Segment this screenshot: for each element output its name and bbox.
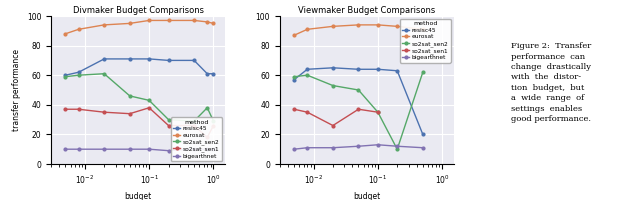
bigearthnet bbox=[164, 149, 172, 152]
so2sat_sen2 bbox=[190, 120, 198, 122]
eurosat bbox=[190, 19, 198, 22]
eurosat bbox=[126, 22, 134, 25]
bigearthnet bbox=[210, 148, 218, 150]
Line: bigearthnet: bigearthnet bbox=[292, 143, 424, 151]
bigearthnet bbox=[61, 148, 69, 150]
bigearthnet bbox=[145, 148, 153, 150]
bigearthnet bbox=[75, 148, 83, 150]
so2sat_sen1 bbox=[61, 108, 69, 110]
Text: Figure 2:  Transfer
performance  can
change  drastically
with  the  distor-
tion: Figure 2: Transfer performance can chang… bbox=[511, 42, 591, 123]
bigearthnet bbox=[291, 148, 298, 150]
eurosat bbox=[204, 21, 211, 23]
bigearthnet bbox=[329, 147, 337, 149]
Legend: resisc45, eurosat, so2sat_sen2, so2sat_sen1, bigearthnet: resisc45, eurosat, so2sat_sen2, so2sat_s… bbox=[171, 117, 222, 161]
so2sat_sen1 bbox=[204, 136, 211, 139]
so2sat_sen2 bbox=[291, 75, 298, 78]
so2sat_sen2 bbox=[355, 89, 362, 91]
so2sat_sen1 bbox=[190, 124, 198, 127]
Line: resisc45: resisc45 bbox=[292, 66, 424, 136]
so2sat_sen1 bbox=[374, 111, 381, 113]
resisc45 bbox=[75, 71, 83, 73]
so2sat_sen2 bbox=[145, 99, 153, 102]
so2sat_sen1 bbox=[100, 111, 108, 113]
Line: bigearthnet: bigearthnet bbox=[64, 148, 215, 152]
so2sat_sen1 bbox=[164, 124, 172, 127]
resisc45 bbox=[355, 68, 362, 70]
bigearthnet bbox=[303, 147, 311, 149]
so2sat_sen1 bbox=[126, 112, 134, 115]
so2sat_sen1 bbox=[75, 108, 83, 110]
resisc45 bbox=[164, 59, 172, 62]
Line: so2sat_sen1: so2sat_sen1 bbox=[292, 108, 380, 127]
so2sat_sen2 bbox=[61, 75, 69, 78]
resisc45 bbox=[100, 58, 108, 60]
so2sat_sen1 bbox=[329, 124, 337, 127]
eurosat bbox=[291, 34, 298, 36]
Y-axis label: transfer performance: transfer performance bbox=[12, 49, 21, 131]
so2sat_sen2 bbox=[75, 74, 83, 76]
eurosat bbox=[210, 22, 218, 25]
so2sat_sen2 bbox=[204, 107, 211, 109]
bigearthnet bbox=[126, 148, 134, 150]
eurosat bbox=[374, 24, 381, 26]
so2sat_sen1 bbox=[210, 124, 218, 127]
so2sat_sen2 bbox=[164, 118, 172, 121]
X-axis label: budget: budget bbox=[124, 192, 152, 200]
bigearthnet bbox=[419, 147, 427, 149]
so2sat_sen2 bbox=[329, 84, 337, 87]
bigearthnet bbox=[190, 148, 198, 150]
resisc45 bbox=[329, 67, 337, 69]
so2sat_sen2 bbox=[303, 74, 311, 76]
resisc45 bbox=[204, 73, 211, 75]
Line: so2sat_sen2: so2sat_sen2 bbox=[64, 72, 215, 122]
Line: so2sat_sen2: so2sat_sen2 bbox=[292, 71, 424, 151]
eurosat bbox=[329, 25, 337, 28]
bigearthnet bbox=[374, 144, 381, 146]
so2sat_sen2 bbox=[126, 95, 134, 97]
X-axis label: budget: budget bbox=[353, 192, 380, 200]
Legend: resisc45, eurosat, so2sat_sen2, so2sat_sen1, bigearthnet: resisc45, eurosat, so2sat_sen2, so2sat_s… bbox=[400, 19, 451, 63]
so2sat_sen1 bbox=[291, 108, 298, 110]
resisc45 bbox=[145, 58, 153, 60]
so2sat_sen1 bbox=[303, 111, 311, 113]
so2sat_sen2 bbox=[210, 120, 218, 122]
bigearthnet bbox=[394, 145, 401, 147]
eurosat bbox=[61, 33, 69, 35]
eurosat bbox=[303, 28, 311, 31]
eurosat bbox=[419, 28, 427, 31]
Title: Viewmaker Budget Comparisons: Viewmaker Budget Comparisons bbox=[298, 6, 435, 15]
so2sat_sen2 bbox=[394, 148, 401, 150]
eurosat bbox=[394, 25, 401, 28]
Line: so2sat_sen1: so2sat_sen1 bbox=[64, 106, 215, 139]
bigearthnet bbox=[204, 148, 211, 150]
Line: eurosat: eurosat bbox=[292, 23, 424, 37]
eurosat bbox=[164, 19, 172, 22]
so2sat_sen2 bbox=[374, 111, 381, 113]
resisc45 bbox=[303, 68, 311, 70]
resisc45 bbox=[61, 74, 69, 76]
Line: resisc45: resisc45 bbox=[64, 58, 215, 77]
so2sat_sen2 bbox=[100, 73, 108, 75]
bigearthnet bbox=[355, 145, 362, 147]
resisc45 bbox=[190, 59, 198, 62]
so2sat_sen1 bbox=[145, 107, 153, 109]
Title: Divmaker Budget Comparisons: Divmaker Budget Comparisons bbox=[72, 6, 204, 15]
resisc45 bbox=[291, 78, 298, 81]
resisc45 bbox=[374, 68, 381, 70]
so2sat_sen2 bbox=[419, 71, 427, 73]
eurosat bbox=[75, 28, 83, 31]
resisc45 bbox=[126, 58, 134, 60]
resisc45 bbox=[394, 70, 401, 72]
Line: eurosat: eurosat bbox=[64, 19, 215, 35]
so2sat_sen1 bbox=[355, 108, 362, 110]
bigearthnet bbox=[100, 148, 108, 150]
eurosat bbox=[145, 19, 153, 22]
resisc45 bbox=[210, 73, 218, 75]
eurosat bbox=[100, 24, 108, 26]
eurosat bbox=[355, 24, 362, 26]
resisc45 bbox=[419, 133, 427, 136]
